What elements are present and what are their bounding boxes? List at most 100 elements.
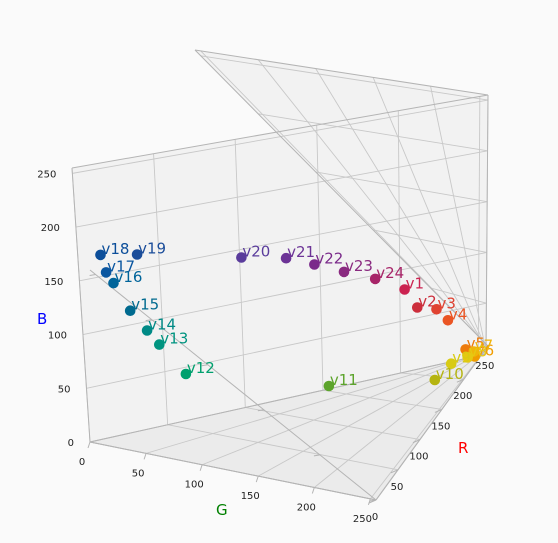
point-v20 — [236, 252, 247, 263]
pane-edge — [71, 94, 489, 169]
point-v23 — [338, 266, 350, 278]
point-label-v24: v24 — [376, 264, 404, 282]
grid-line-r — [234, 139, 246, 408]
grid-line-b — [86, 302, 487, 389]
point-label-v19: v19 — [138, 240, 166, 258]
b-axis-line — [89, 269, 377, 501]
point-v2 — [412, 302, 423, 313]
grid-line-r — [153, 153, 169, 425]
point-label-v23: v23 — [345, 257, 373, 275]
axis-ticks: 0501001502002500501001502002500501001502… — [37, 169, 494, 524]
point-v22 — [309, 259, 320, 270]
g-tick-label: 150 — [241, 491, 260, 502]
r-tick-label: 250 — [475, 361, 494, 372]
grid-line-b — [258, 113, 488, 152]
r-tick-label: 200 — [453, 391, 472, 402]
point-label-v3: v3 — [438, 294, 456, 312]
r-tick-mark — [478, 348, 487, 353]
g-tick-label: 0 — [79, 457, 85, 468]
point-label-v13: v13 — [160, 330, 188, 348]
point-v18 — [95, 249, 106, 261]
point-label-v2: v2 — [418, 293, 436, 311]
point-v5 — [460, 344, 471, 355]
grid-line-b — [79, 201, 488, 282]
point-v19 — [131, 249, 143, 260]
grid-line-b — [373, 229, 487, 253]
grid-line-r — [316, 125, 324, 391]
point-v21 — [280, 252, 292, 264]
point-label-v6: v6 — [476, 342, 494, 360]
r-tick-mark — [390, 469, 399, 474]
g-tick-mark — [199, 464, 203, 471]
point-label-v7: v7 — [475, 337, 493, 355]
grid-line-b — [315, 171, 488, 203]
grid-line-g — [370, 345, 489, 500]
grid-line-g — [257, 59, 488, 349]
g-tick-mark — [87, 441, 91, 449]
point-v4 — [442, 315, 454, 326]
b-tick-mark — [369, 499, 377, 502]
g-axis-line — [89, 441, 377, 501]
g-tick-label: 250 — [353, 514, 372, 525]
b-tick-label: 250 — [37, 169, 56, 180]
r-tick-mark — [434, 408, 443, 413]
g-tick-mark — [311, 487, 315, 494]
point-v13 — [154, 339, 165, 350]
r-tick-label: 50 — [391, 482, 404, 493]
point-label-v16: v16 — [115, 268, 143, 286]
grid-line-b — [82, 251, 487, 335]
b-tick-mark — [313, 454, 321, 457]
point-label-v10: v10 — [436, 365, 464, 383]
z-axis-title: B — [37, 310, 47, 328]
b-tick-label: 0 — [68, 438, 74, 449]
grid-line-b — [75, 150, 488, 228]
point-label-v18: v18 — [102, 240, 130, 258]
grid-line-r — [245, 407, 421, 441]
point-label-v14: v14 — [148, 316, 176, 334]
point-v17 — [100, 267, 112, 278]
b-tick-mark — [257, 409, 264, 412]
point-label-v12: v12 — [187, 359, 215, 377]
b-tick-mark — [89, 274, 96, 277]
point-v3 — [431, 304, 442, 315]
point-v9 — [445, 358, 457, 370]
point-label-v15: v15 — [131, 296, 159, 314]
grid-line-g — [372, 77, 488, 352]
r-tick-label: 100 — [409, 452, 428, 463]
pane-b-zero — [90, 346, 488, 500]
grid-line-r — [167, 424, 399, 471]
point-label-v20: v20 — [242, 243, 270, 261]
x-axis-title: R — [458, 439, 468, 457]
point-label-v1: v1 — [406, 275, 424, 293]
r-tick-mark — [456, 378, 465, 383]
point-v14 — [141, 325, 153, 336]
g-tick-mark — [367, 498, 371, 506]
g-tick-label: 100 — [185, 480, 204, 491]
pane-edge — [194, 49, 489, 347]
point-v24 — [369, 273, 381, 285]
point-label-v4: v4 — [449, 305, 467, 323]
grid-line-g — [145, 351, 487, 454]
b-tick-mark — [145, 319, 152, 322]
pane-edge — [71, 167, 91, 443]
b-tick-label: 150 — [44, 277, 63, 288]
point-v11 — [323, 380, 335, 392]
b-tick-label: 100 — [48, 331, 67, 342]
grid-line-g — [201, 350, 487, 466]
grid-line-g — [258, 348, 488, 477]
grid-line-r — [477, 96, 481, 356]
b-tick-mark — [201, 364, 208, 367]
r-axis-line — [375, 345, 489, 501]
grid-line-g — [430, 86, 487, 353]
point-label-v21: v21 — [287, 243, 315, 261]
grid-line-r — [397, 110, 402, 373]
axes-panes — [72, 50, 488, 500]
point-v10 — [429, 374, 441, 386]
b-tick-label: 200 — [41, 223, 60, 234]
point-label-v9: v9 — [452, 349, 470, 367]
pane-edge — [485, 94, 489, 355]
point-label-v17: v17 — [107, 257, 135, 275]
grid-line-r — [322, 389, 442, 410]
axes-frame — [71, 49, 489, 501]
